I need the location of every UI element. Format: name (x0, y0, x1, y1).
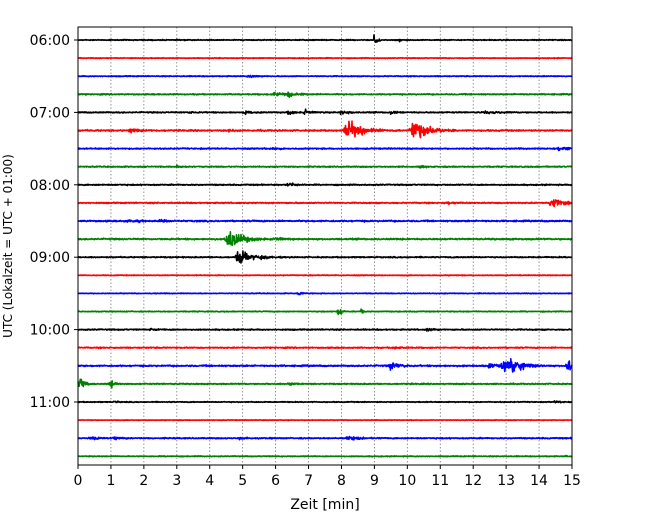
x-tick-label: 15 (563, 473, 581, 489)
trace-1130 (77, 435, 573, 441)
x-axis-label: Zeit [min] (290, 497, 359, 513)
y-tick-label: 09:00 (30, 250, 70, 266)
trace-0645 (77, 91, 573, 98)
trace-1115 (77, 418, 573, 422)
x-tick-label: 12 (464, 473, 482, 489)
x-tick-label: 3 (172, 473, 181, 489)
trace-0600 (77, 34, 573, 43)
y-tick-label: 10:00 (30, 323, 70, 339)
trace-0800 (77, 182, 573, 187)
y-tick-label: 11:00 (30, 395, 70, 411)
x-tick-label: 8 (337, 473, 346, 489)
trace-1015 (77, 346, 573, 350)
x-tick-label: 5 (238, 473, 247, 489)
y-tick-label: 07:00 (30, 105, 70, 121)
y-tick-label: 06:00 (30, 33, 70, 49)
trace-0745 (77, 164, 573, 169)
x-tick-label: 6 (271, 473, 280, 489)
trace-0915 (77, 274, 573, 277)
y-axis-ticks: 06:00 07:00 08:00 09:00 10:00 11:00 (30, 33, 78, 411)
trace-1045 (77, 378, 573, 389)
trace-0900 (77, 250, 573, 264)
x-tick-label: 10 (398, 473, 416, 489)
x-tick-label: 13 (497, 473, 515, 489)
trace-1100 (77, 400, 573, 404)
trace-0830 (77, 218, 573, 224)
y-tick-label: 08:00 (30, 178, 70, 194)
x-tick-label: 14 (530, 473, 548, 489)
x-tick-label: 2 (139, 473, 148, 489)
trace-0930 (77, 291, 573, 296)
trace-0845 (77, 231, 573, 246)
x-axis-ticks: 0 1 2 3 4 5 6 7 8 9 10 11 12 13 14 15 (74, 465, 581, 489)
trace-0630 (77, 74, 573, 79)
trace-1145 (77, 454, 573, 458)
x-tick-label: 11 (431, 473, 449, 489)
trace-0700 (77, 108, 573, 116)
y-axis-label: UTC (Lokalzeit = UTC + 01:00) (1, 154, 15, 338)
grid-lines (110, 27, 540, 465)
x-tick-label: 9 (370, 473, 379, 489)
x-tick-label: 4 (205, 473, 214, 489)
x-tick-label: 1 (106, 473, 115, 489)
trace-0715 (77, 120, 573, 139)
x-tick-label: 0 (74, 473, 83, 489)
trace-0945 (77, 308, 573, 316)
trace-layer (77, 34, 573, 458)
trace-0730 (77, 146, 573, 152)
trace-1030 (77, 358, 573, 373)
trace-0815 (77, 199, 573, 208)
plot-frame (77, 26, 573, 466)
trace-1000 (77, 327, 573, 332)
x-tick-label: 7 (304, 473, 313, 489)
trace-0615 (77, 56, 573, 60)
